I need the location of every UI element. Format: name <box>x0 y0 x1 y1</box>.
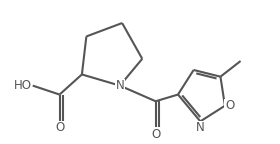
Text: N: N <box>116 79 124 92</box>
Text: HO: HO <box>14 79 32 92</box>
Text: O: O <box>55 121 64 134</box>
Text: N: N <box>196 121 205 134</box>
Text: O: O <box>225 99 234 112</box>
Text: O: O <box>151 128 160 141</box>
